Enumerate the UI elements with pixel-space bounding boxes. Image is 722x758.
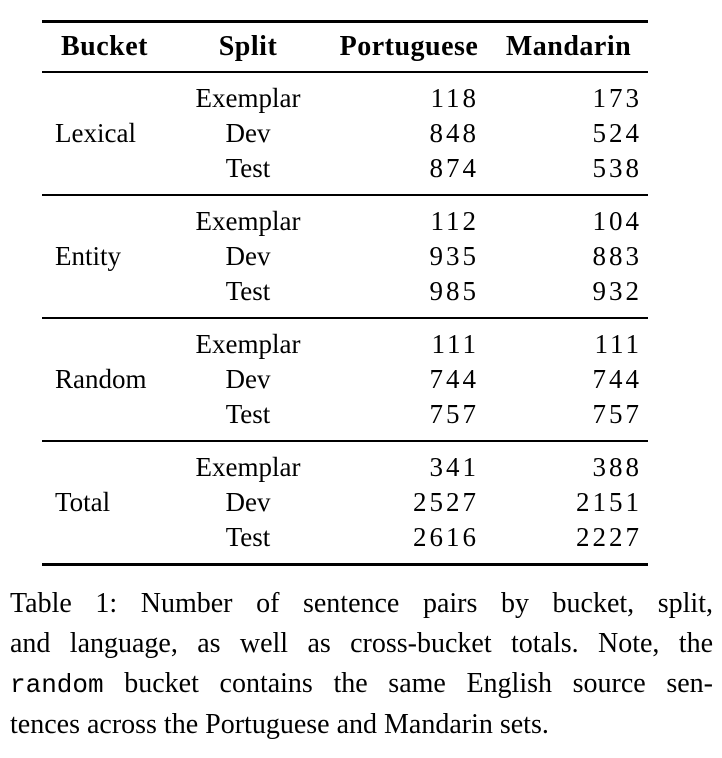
split-cell: Test	[225, 152, 271, 183]
mandarin-value: 173	[592, 82, 642, 113]
column-header-split: Split	[218, 30, 278, 62]
bucket-label: Lexical	[55, 117, 136, 148]
table-row: Total Exemplar 341 388	[42, 441, 648, 517]
split-cell: Exemplar	[195, 205, 301, 236]
split-cell: Test	[225, 521, 271, 552]
split-cell: Exemplar	[195, 328, 301, 359]
portuguese-value: 848	[429, 117, 479, 148]
caption-line: random bucket contains the same English …	[10, 664, 713, 705]
portuguese-value: 112	[430, 205, 479, 236]
bucket-label: Entity	[55, 240, 121, 271]
mandarin-value: 2227	[576, 521, 642, 552]
table-row: Dev 935 883	[42, 239, 648, 274]
split-cell: Dev	[225, 117, 271, 148]
table-header-row: Bucket Split Portuguese Mandarin	[42, 22, 648, 72]
mandarin-value: 111	[594, 328, 642, 359]
portuguese-value: 111	[431, 328, 479, 359]
table-row: Test 985 932	[42, 274, 648, 318]
mandarin-value: 2151	[576, 486, 642, 517]
mandarin-value: 883	[592, 240, 642, 271]
table-row: Dev 2527 2151	[42, 485, 648, 520]
table-row: Test 757 757	[42, 397, 648, 441]
caption-text: bucket contains the same English source …	[103, 667, 713, 699]
portuguese-value: 341	[429, 451, 479, 482]
split-cell: Exemplar	[195, 451, 301, 482]
mandarin-value: 524	[592, 117, 642, 148]
table-caption: Table 1: Number of sentence pairs by buc…	[10, 584, 713, 745]
mandarin-value: 932	[592, 275, 642, 306]
column-header-portuguese: Portuguese	[339, 30, 479, 62]
split-cell: Dev	[225, 486, 271, 517]
bucket-group-total: Total Exemplar 341 388 Dev 2527 2151 Test 2616 22…	[42, 440, 648, 565]
table-row: Entity Exemplar 112 104	[42, 195, 648, 271]
mandarin-value: 104	[592, 205, 642, 236]
table-row: Test 2616 2227	[42, 520, 648, 565]
portuguese-value: 118	[430, 82, 479, 113]
split-cell: Test	[225, 275, 271, 306]
table-row: Lexical Exemplar 118 173	[42, 72, 648, 148]
table-row: Dev 848 524	[42, 116, 648, 151]
split-cell: Dev	[225, 240, 271, 271]
mandarin-value: 388	[592, 451, 642, 482]
bucket-label: Random	[55, 363, 147, 394]
split-cell: Exemplar	[195, 82, 301, 113]
table-row: Dev 744 744	[42, 362, 648, 397]
bucket-label: Total	[55, 486, 111, 517]
bucket-group-entity: Entity Exemplar 112 104 Dev 935 883 Test 985 932	[42, 194, 648, 318]
portuguese-value: 935	[429, 240, 479, 271]
caption-text: tences across the Portuguese and Mandari…	[10, 708, 549, 740]
bucket-group-random: Random Exemplar 111 111 Dev 744 744 Test 757 757	[42, 317, 648, 441]
mandarin-value: 744	[592, 363, 642, 394]
bucket-group-lexical: Lexical Exemplar 118 173 Dev 848 524 Test 874 538	[42, 72, 648, 195]
portuguese-value: 2616	[413, 521, 479, 552]
inline-code: random	[10, 669, 104, 700]
mandarin-value: 538	[592, 152, 642, 183]
portuguese-value: 757	[429, 398, 479, 429]
table-row: Test 874 538	[42, 151, 648, 195]
portuguese-value: 874	[429, 152, 479, 183]
portuguese-value: 985	[429, 275, 479, 306]
column-header-bucket: Bucket	[61, 30, 148, 62]
sentence-pairs-table: Bucket Split Portuguese Mandarin Lexical Exe…	[42, 20, 648, 566]
portuguese-value: 744	[429, 363, 479, 394]
caption-line: Table 1: Number of sentence pairs by buc…	[10, 584, 713, 624]
caption-line: tences across the Portuguese and Mandari…	[10, 705, 713, 745]
caption-text: Table 1: Number of sentence pairs by buc…	[10, 587, 713, 619]
split-cell: Test	[225, 398, 271, 429]
portuguese-value: 2527	[413, 486, 479, 517]
caption-text: and language, as well as cross-bucket to…	[10, 627, 713, 659]
table-row: Random Exemplar 111 111	[42, 318, 648, 394]
column-header-mandarin: Mandarin	[505, 30, 632, 62]
split-cell: Dev	[225, 363, 271, 394]
mandarin-value: 757	[592, 398, 642, 429]
caption-line: and language, as well as cross-bucket to…	[10, 624, 713, 664]
table-header: Bucket Split Portuguese Mandarin	[42, 22, 648, 72]
